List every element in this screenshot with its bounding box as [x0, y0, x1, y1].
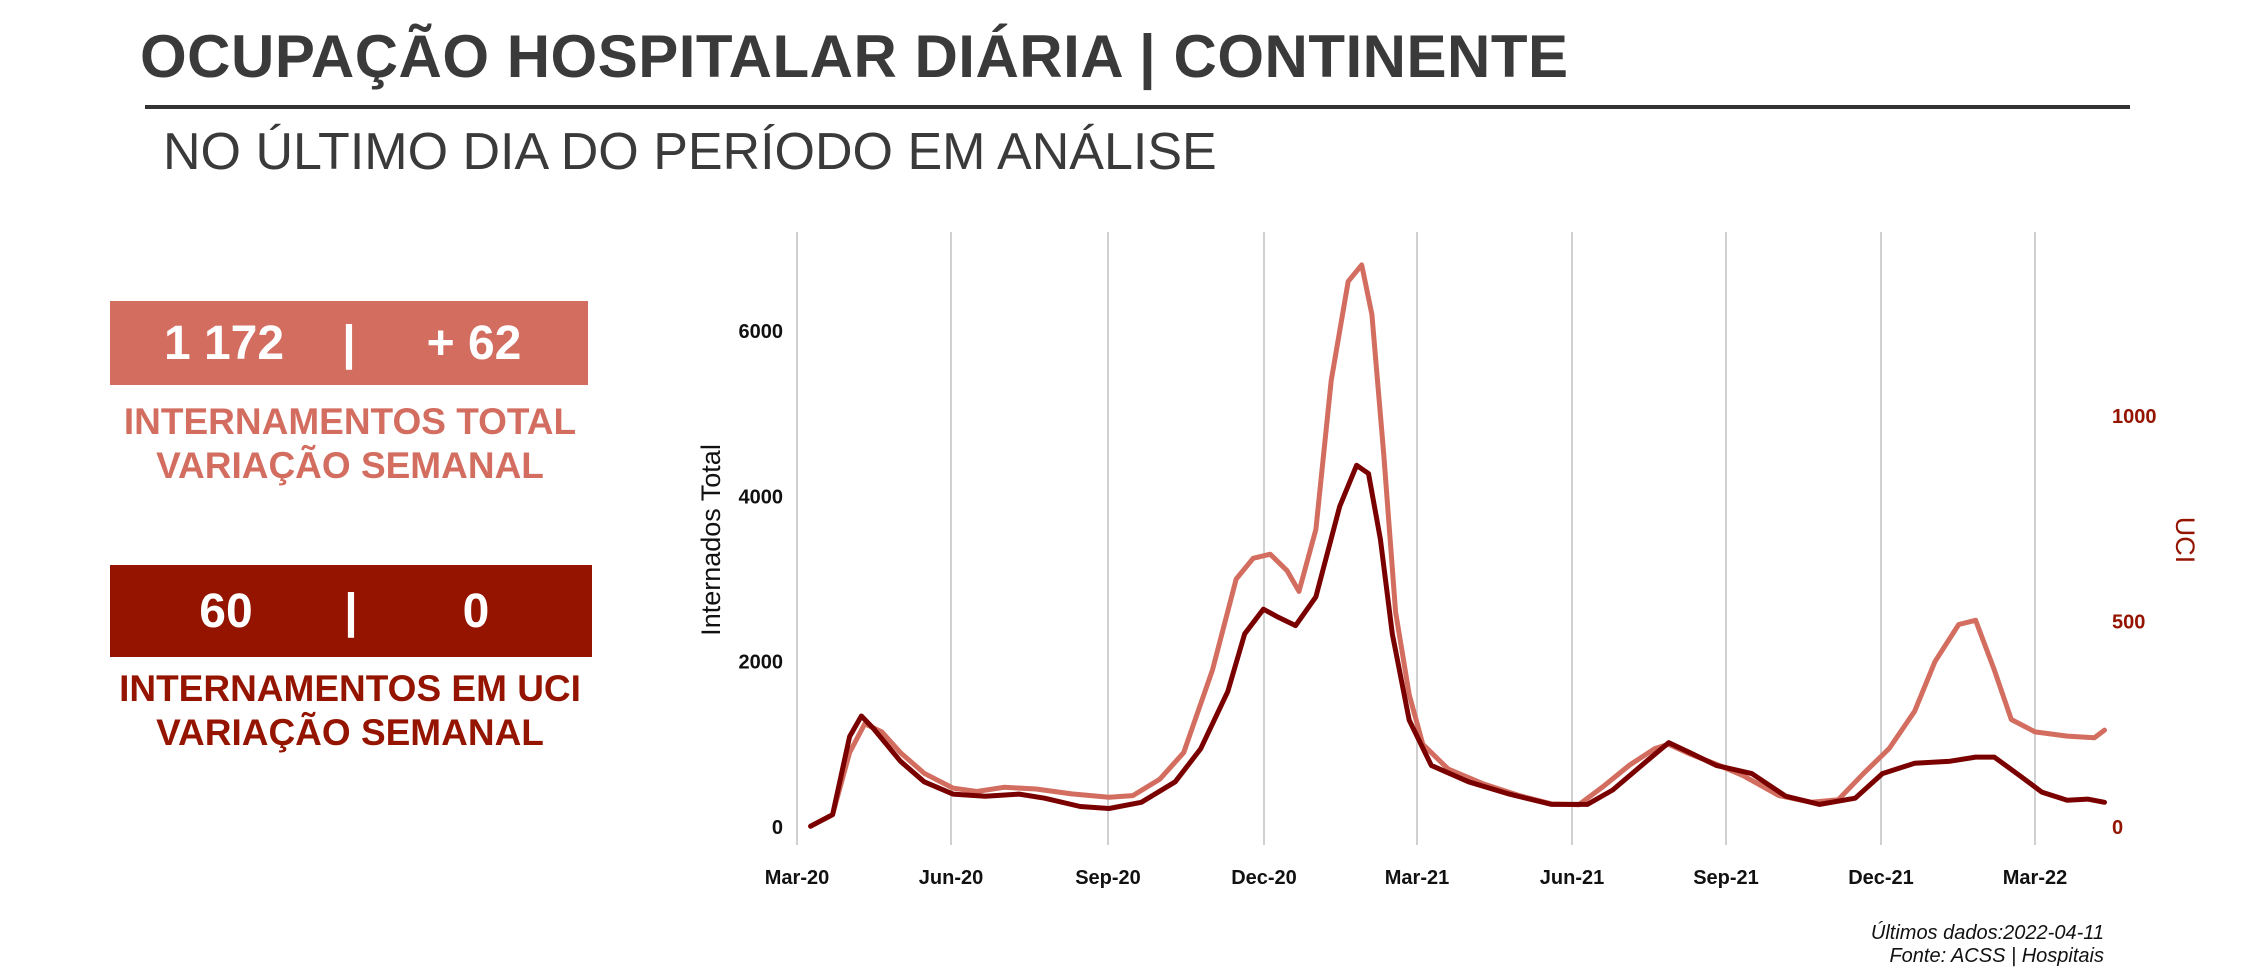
title-divider — [145, 105, 2130, 109]
page-title: OCUPAÇÃO HOSPITALAR DIÁRIA | CONTINENTE — [140, 23, 1569, 90]
kpi-total-separator: | — [342, 316, 356, 370]
x-tick-label: Mar-22 — [2003, 867, 2067, 889]
y-tick-label: 2000 — [739, 652, 784, 674]
y-tick-label: 0 — [772, 817, 783, 839]
kpi-total-label-line1: INTERNAMENTOS TOTAL — [123, 401, 577, 442]
series-line-total — [808, 262, 2107, 829]
kpi-uci-change: 0 — [462, 584, 490, 638]
kpi-uci-label-line2: VARIAÇÃO SEMANAL — [156, 712, 544, 753]
y-tick-label: 4000 — [739, 486, 784, 508]
x-tick-label: Dec-21 — [1848, 867, 1914, 889]
x-tick-label: Sep-20 — [1075, 867, 1141, 889]
footnote-last-data: Últimos dados:2022-04-11 — [1870, 922, 2104, 944]
footnote-source: Fonte: ACSS | Hospitais — [1889, 945, 2104, 967]
y2-axis-title: UCI — [2170, 517, 2200, 564]
x-tick-label: Mar-20 — [765, 867, 829, 889]
kpi-uci-box: 60 | 0 — [110, 565, 592, 657]
series-line-uci — [808, 462, 2107, 829]
kpi-total-change: + 62 — [426, 316, 522, 370]
y-axis-ticks: 0 2000 4000 6000 — [739, 321, 784, 839]
x-axis-ticks: Mar-20 Jun-20 Sep-20 Dec-20 Mar-21 Jun-21 Sep-… — [765, 867, 2067, 889]
x-tick-label: Jun-20 — [919, 867, 983, 889]
x-tick-label: Sep-21 — [1693, 867, 1759, 889]
y2-axis-ticks: 0 500 1000 — [2112, 406, 2157, 839]
x-tick-label: Dec-20 — [1231, 867, 1297, 889]
kpi-uci-value: 60 — [199, 584, 253, 638]
y2-tick-label: 500 — [2112, 612, 2145, 634]
kpi-total-label: INTERNAMENTOS TOTAL VARIAÇÃO SEMANAL — [100, 400, 600, 488]
y-axis-title: Internados Total — [696, 444, 726, 636]
x-tick-label: Jun-21 — [1540, 867, 1604, 889]
kpi-uci-label: INTERNAMENTOS EM UCI VARIAÇÃO SEMANAL — [100, 667, 600, 755]
y-tick-label: 6000 — [739, 321, 784, 343]
y2-tick-label: 1000 — [2112, 406, 2157, 428]
x-tick-label: Mar-21 — [1385, 867, 1449, 889]
kpi-uci-separator: | — [344, 584, 358, 638]
kpi-total-box: 1 172 | + 62 — [110, 301, 588, 385]
kpi-total-value: 1 172 — [163, 316, 285, 370]
chart-gridlines — [796, 232, 2036, 845]
y2-tick-label: 0 — [2112, 817, 2123, 839]
kpi-total-label-line2: VARIAÇÃO SEMANAL — [156, 445, 544, 486]
chart-series — [808, 262, 2107, 829]
kpi-uci-label-line1: INTERNAMENTOS EM UCI — [119, 668, 581, 709]
page-subtitle: NO ÚLTIMO DIA DO PERÍODO EM ANÁLISE — [163, 123, 1217, 181]
